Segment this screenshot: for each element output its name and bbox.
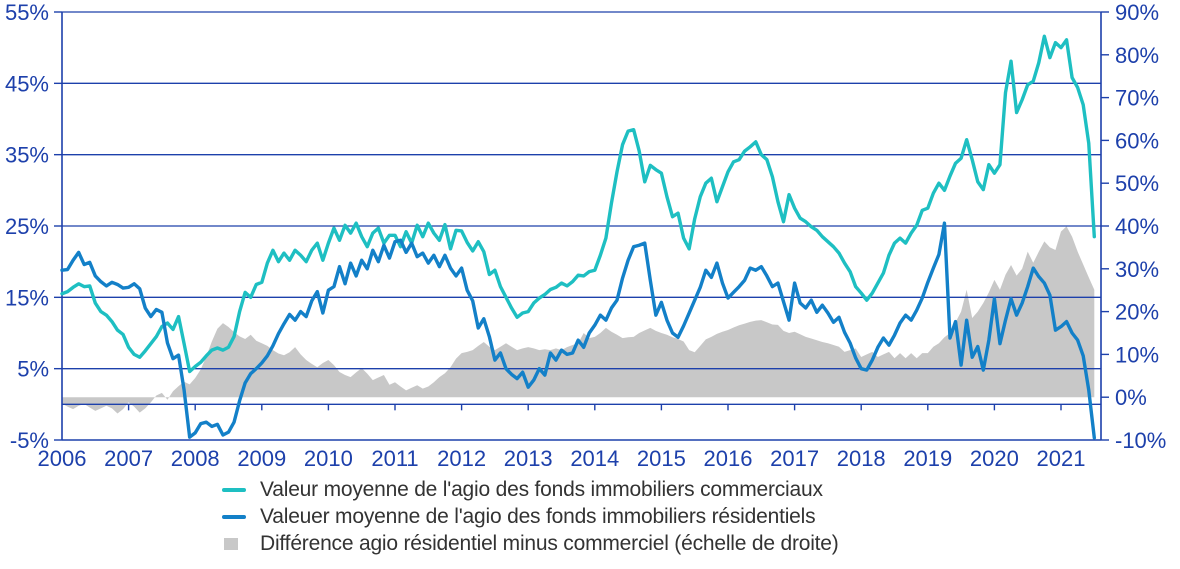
x-axis-year-label: 2013 xyxy=(504,446,553,471)
legend-item-residential: Valeuer moyenne de l'agio des fonds immo… xyxy=(222,505,839,528)
left-axis-label: 25% xyxy=(5,214,49,239)
x-axis-year-label: 2014 xyxy=(570,446,619,471)
left-axis-label: -5% xyxy=(10,428,49,453)
legend-item-difference: Différence agio résidentiel minus commer… xyxy=(222,532,839,555)
x-axis-year-label: 2016 xyxy=(704,446,753,471)
x-axis-year-label: 2011 xyxy=(371,446,418,471)
x-axis-year-label: 2020 xyxy=(970,446,1019,471)
legend-label-commercial: Valeur moyenne de l'agio des fonds immob… xyxy=(260,478,823,501)
left-axis-label: 5% xyxy=(17,357,49,382)
left-axis-label: 55% xyxy=(5,0,49,25)
legend-label-difference: Différence agio résidentiel minus commer… xyxy=(260,532,839,555)
blue-line-swatch-icon xyxy=(222,515,246,519)
right-axis-label: 80% xyxy=(1115,43,1159,68)
x-axis-year-label: 2010 xyxy=(304,446,353,471)
x-axis-year-label: 2007 xyxy=(104,446,153,471)
x-axis-year-label: 2009 xyxy=(237,446,286,471)
gray-area-swatch-icon xyxy=(224,538,238,550)
x-axis-year-label: 2012 xyxy=(437,446,486,471)
x-axis-year-label: 2006 xyxy=(38,446,87,471)
difference-area xyxy=(62,226,1095,414)
x-axis-year-label: 2008 xyxy=(171,446,220,471)
left-axis-label: 35% xyxy=(5,143,49,168)
left-axis-label: 45% xyxy=(5,71,49,96)
x-axis-year-label: 2018 xyxy=(837,446,886,471)
right-axis-label: 20% xyxy=(1115,300,1159,325)
x-axis-year-label: 2017 xyxy=(770,446,819,471)
legend-item-commercial: Valeur moyenne de l'agio des fonds immob… xyxy=(222,478,839,501)
right-axis-label: 10% xyxy=(1115,342,1159,367)
right-axis-label: 70% xyxy=(1115,86,1159,111)
chart-legend: Valeur moyenne de l'agio des fonds immob… xyxy=(222,478,839,555)
right-axis-label: 0% xyxy=(1115,385,1147,410)
right-axis-label: 30% xyxy=(1115,257,1159,282)
x-axis-year-label: 2019 xyxy=(903,446,952,471)
right-axis-label: 60% xyxy=(1115,128,1159,153)
right-axis-label: -10% xyxy=(1115,428,1166,453)
legend-label-residential: Valeuer moyenne de l'agio des fonds immo… xyxy=(260,505,816,528)
x-axis-year-label: 2021 xyxy=(1037,446,1086,471)
right-axis-label: 40% xyxy=(1115,214,1159,239)
teal-line-swatch-icon xyxy=(222,488,246,492)
commercial-agio-line xyxy=(60,34,1097,374)
right-axis-label: 50% xyxy=(1115,171,1159,196)
left-axis-label: 15% xyxy=(5,285,49,310)
x-axis-year-label: 2015 xyxy=(637,446,686,471)
right-axis-label: 90% xyxy=(1115,0,1159,25)
residential-agio-line xyxy=(60,221,1097,440)
